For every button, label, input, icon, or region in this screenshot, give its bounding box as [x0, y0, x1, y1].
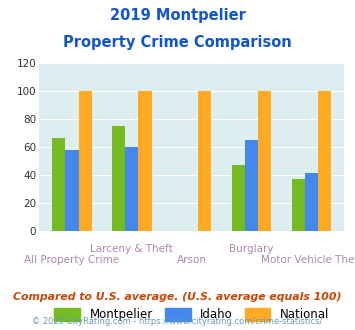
Bar — [52, 138, 65, 231]
Text: Property Crime Comparison: Property Crime Comparison — [63, 35, 292, 50]
Text: Arson: Arson — [177, 255, 207, 265]
Bar — [292, 179, 305, 231]
Bar — [258, 91, 271, 231]
Text: © 2025 CityRating.com - https://www.cityrating.com/crime-statistics/: © 2025 CityRating.com - https://www.city… — [32, 317, 323, 326]
Bar — [245, 140, 258, 231]
Bar — [318, 91, 331, 231]
Text: Motor Vehicle Theft: Motor Vehicle Theft — [261, 255, 355, 265]
Text: All Property Crime: All Property Crime — [24, 255, 120, 265]
Bar — [138, 91, 152, 231]
Bar — [65, 149, 78, 231]
Bar — [232, 165, 245, 231]
Text: Compared to U.S. average. (U.S. average equals 100): Compared to U.S. average. (U.S. average … — [13, 292, 342, 302]
Text: 2019 Montpelier: 2019 Montpelier — [110, 8, 245, 23]
Legend: Montpelier, Idaho, National: Montpelier, Idaho, National — [49, 303, 334, 326]
Bar — [305, 174, 318, 231]
Bar — [112, 126, 125, 231]
Text: Burglary: Burglary — [229, 244, 274, 254]
Bar — [78, 91, 92, 231]
Bar — [125, 147, 138, 231]
Bar — [198, 91, 212, 231]
Text: Larceny & Theft: Larceny & Theft — [91, 244, 173, 254]
